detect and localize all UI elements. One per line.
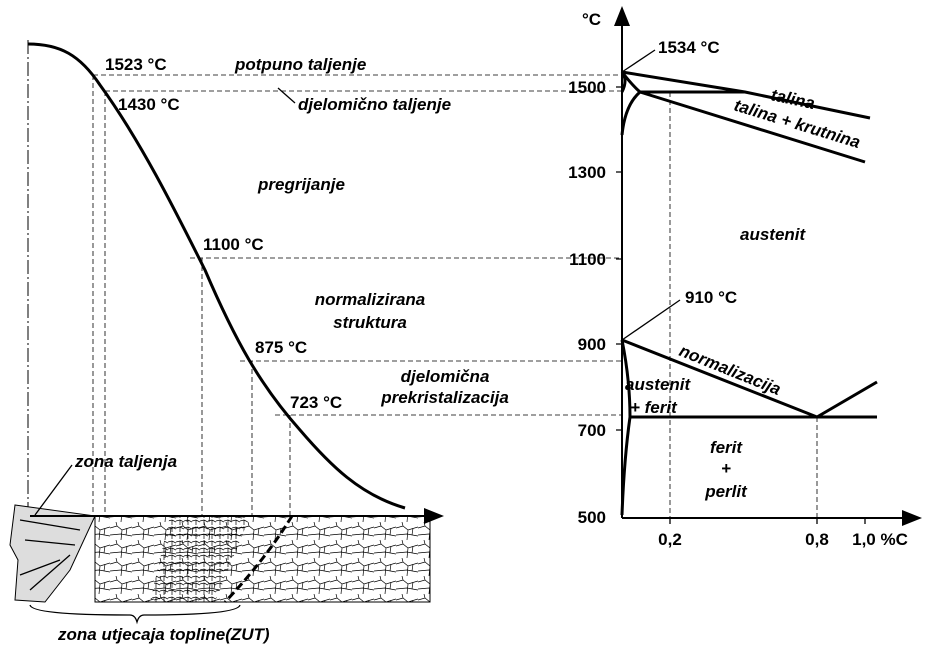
label: 875 °C bbox=[255, 338, 307, 357]
label: 1100 °C bbox=[203, 235, 264, 254]
y-ticks: 500 700 900 1100 1300 1500 bbox=[568, 78, 606, 527]
label: djelomično taljenje bbox=[298, 95, 451, 114]
pointer bbox=[622, 50, 655, 72]
label: 1534 °C bbox=[658, 38, 720, 57]
label: normalizacija bbox=[677, 341, 784, 399]
label: + bbox=[721, 459, 731, 478]
label: ferit bbox=[710, 438, 743, 457]
label: + ferit bbox=[630, 398, 678, 417]
label: prekristalizacija bbox=[380, 388, 509, 407]
label: 1430 °C bbox=[118, 95, 180, 114]
label: austenit bbox=[740, 225, 807, 244]
x-tick-label: 1,0 %C bbox=[852, 530, 908, 549]
y-tick-label: 1500 bbox=[568, 78, 606, 97]
y-tick-label: 1100 bbox=[569, 250, 606, 269]
y-tick-label: 900 bbox=[578, 335, 606, 354]
haz-brace bbox=[30, 605, 240, 622]
axis-unit: °C bbox=[582, 10, 601, 29]
label: 910 °C bbox=[685, 288, 737, 307]
x-tick-label: 0,8 bbox=[805, 530, 829, 549]
fusion-pointer bbox=[35, 465, 72, 515]
label: normalizirana bbox=[315, 290, 426, 309]
label: potpuno taljenje bbox=[234, 55, 366, 74]
left-graph: 1523 °C potpuno taljenje 1430 °C djelomi… bbox=[10, 40, 622, 644]
label: 723 °C bbox=[290, 393, 342, 412]
weld-zone bbox=[10, 505, 95, 602]
x-ticks: 0,2 0,8 1,0 %C bbox=[658, 530, 908, 549]
partial-pointer bbox=[278, 88, 295, 103]
label: zona utjecaja topline(ZUT) bbox=[57, 625, 270, 644]
label: zona taljenja bbox=[74, 452, 177, 471]
label: austenit bbox=[625, 375, 692, 394]
y-tick-label: 1300 bbox=[568, 163, 606, 182]
label: 1523 °C bbox=[105, 55, 167, 74]
label: perlit bbox=[704, 482, 748, 501]
solid-lines bbox=[622, 340, 877, 515]
y-tick-label: 500 bbox=[578, 508, 606, 527]
x-tick-label: 0,2 bbox=[658, 530, 682, 549]
diagram: 1523 °C potpuno taljenje 1430 °C djelomi… bbox=[0, 0, 925, 645]
label: djelomična bbox=[401, 367, 490, 386]
ticks bbox=[616, 87, 865, 524]
y-tick-label: 700 bbox=[578, 421, 606, 440]
pointer bbox=[622, 300, 680, 340]
label: pregrijanje bbox=[257, 175, 345, 194]
label: struktura bbox=[333, 313, 407, 332]
